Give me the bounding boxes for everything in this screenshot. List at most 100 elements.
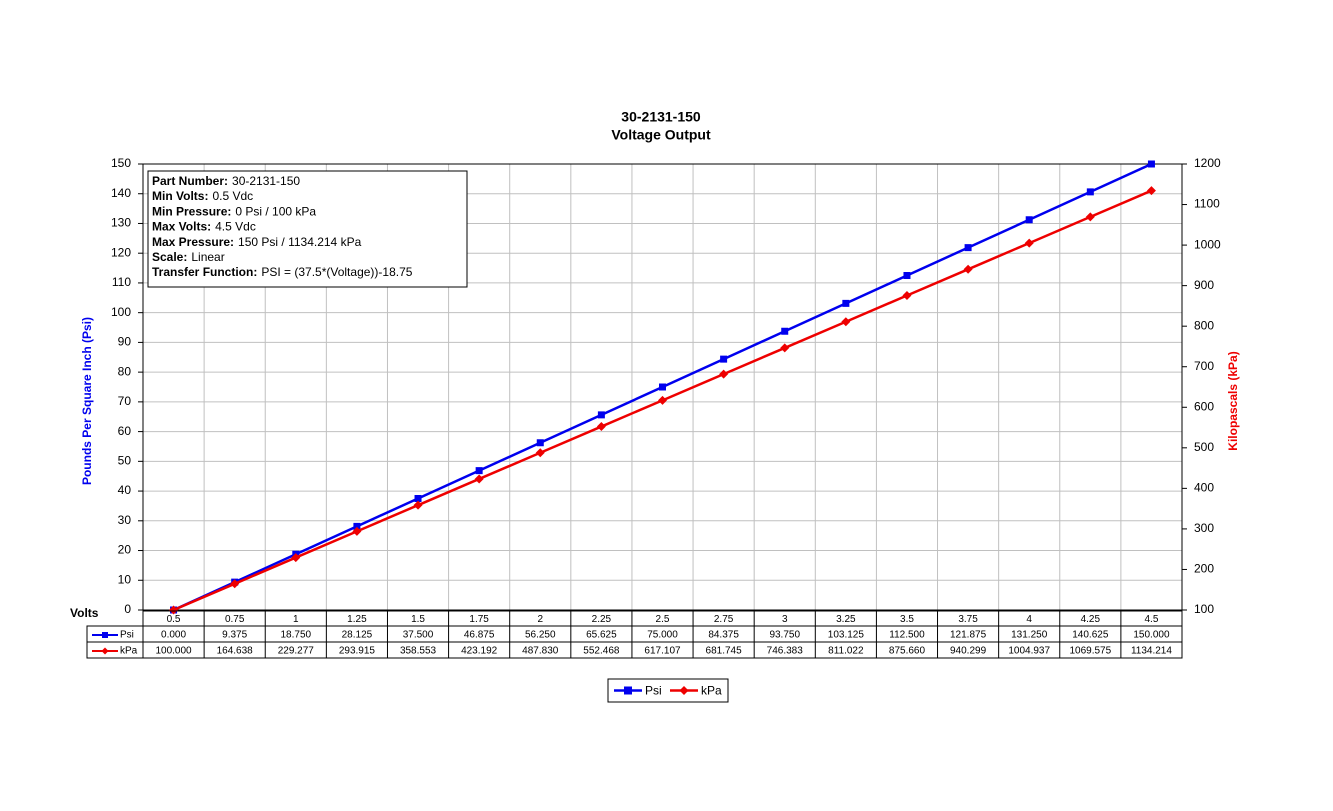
data-point (903, 272, 911, 279)
y2-tick-label: 1100 (1194, 197, 1220, 211)
data-point (963, 264, 973, 274)
x-tick-label: 3.5 (900, 614, 914, 625)
y-tick-label: 50 (118, 454, 132, 468)
y-tick-label: 110 (112, 275, 131, 289)
y2-axis-label: Kilopascals (kPa) (1226, 351, 1240, 450)
table-value: 131.250 (1011, 630, 1048, 641)
y2-tick-label: 900 (1194, 278, 1214, 292)
table-value: 112.500 (889, 630, 925, 641)
x-tick-label: 2 (537, 614, 543, 625)
data-point (169, 605, 179, 615)
table-value: 56.250 (525, 630, 556, 641)
data-point (842, 299, 850, 307)
x-tick-label: 4.5 (1144, 614, 1158, 625)
x-tick-label: 2.5 (656, 614, 670, 625)
data-point (659, 383, 666, 391)
plot-border (142, 163, 1183, 611)
data-point (902, 291, 912, 301)
chart-title: 30-2131-150 (621, 109, 701, 125)
x-axis-label: Volts (70, 606, 99, 620)
table-value: 140.625 (1072, 630, 1109, 641)
legend-marker (679, 686, 689, 695)
y-tick-label: 30 (118, 513, 132, 527)
data-point (720, 355, 728, 363)
info-value: Linear (191, 250, 224, 264)
data-point (230, 579, 240, 589)
y-tick-label: 70 (118, 394, 132, 408)
info-line: Scale: Linear (152, 250, 225, 264)
table-value: 18.750 (280, 630, 311, 641)
table-value: 46.875 (464, 630, 495, 641)
x-tick-label: 2.25 (592, 614, 612, 625)
y-tick-label: 60 (118, 424, 132, 438)
table-value: 875.660 (889, 646, 926, 657)
y2-tick-label: 300 (1194, 521, 1214, 535)
info-value: 150 Psi / 1134.214 kPa (238, 235, 362, 249)
data-point (474, 474, 484, 484)
table-value: 1134.214 (1131, 646, 1172, 657)
y2-tick-label: 400 (1194, 481, 1214, 495)
x-tick-label: 4 (1026, 614, 1032, 625)
table-value: 811.022 (828, 646, 864, 657)
data-point (352, 526, 362, 536)
key-icon (102, 632, 108, 638)
y2-tick-label: 100 (1194, 602, 1214, 616)
data-point (1085, 212, 1095, 222)
legend-label: kPa (701, 684, 722, 698)
y-tick-label: 120 (111, 245, 131, 259)
info-value: 30-2131-150 (232, 174, 300, 188)
table-value: 164.638 (217, 646, 254, 657)
data-point (719, 369, 729, 379)
info-label: Part Number: (152, 174, 228, 188)
data-point (1024, 238, 1034, 248)
y-tick-label: 100 (111, 305, 131, 319)
info-label: Max Pressure: (152, 235, 234, 249)
table-value: 487.830 (522, 646, 559, 657)
table-value: 75.000 (647, 630, 678, 641)
y2-tick-label: 200 (1194, 562, 1214, 576)
table-value: 1069.575 (1069, 646, 1111, 657)
table-value: 552.468 (583, 646, 620, 657)
y-tick-label: 130 (111, 216, 131, 230)
info-label: Max Volts: (152, 220, 211, 234)
data-point (414, 495, 422, 502)
x-tick-label: 3.25 (836, 614, 856, 625)
table-value: 84.375 (708, 630, 739, 641)
y-tick-label: 0 (124, 602, 131, 616)
table-value: 100.000 (155, 646, 192, 657)
info-value: 4.5 Vdc (215, 220, 256, 234)
y-tick-label: 80 (118, 364, 132, 378)
table-value: 940.299 (950, 646, 987, 657)
data-point (1086, 188, 1094, 196)
table-value: 103.125 (828, 630, 865, 641)
x-tick-label: 4.25 (1081, 614, 1101, 625)
table-key-marker (101, 647, 109, 655)
legend-label: Psi (645, 684, 662, 698)
y-tick-label: 140 (111, 186, 131, 200)
data-point (1025, 216, 1033, 224)
table-value: 229.277 (278, 646, 315, 657)
data-point (291, 553, 301, 563)
info-line: Max Volts: 4.5 Vdc (152, 220, 256, 234)
info-label: Transfer Function: (152, 265, 257, 279)
info-value: PSI = (37.5*(Voltage))-18.75 (261, 265, 412, 279)
table-value: 37.500 (403, 630, 434, 641)
table-value: 93.750 (769, 630, 800, 641)
data-point (1146, 186, 1156, 196)
data-point (596, 422, 606, 432)
table-series-name: kPa (120, 646, 138, 657)
table-value: 746.383 (767, 646, 804, 657)
data-point (1147, 160, 1155, 168)
x-tick-label: 0.75 (225, 614, 245, 625)
info-value: 0.5 Vdc (212, 189, 253, 203)
x-tick-label: 1.25 (347, 614, 367, 625)
y-tick-label: 150 (111, 156, 131, 170)
x-tick-label: 1.5 (411, 614, 425, 625)
x-tick-label: 2.75 (714, 614, 734, 625)
y2-tick-label: 700 (1194, 359, 1214, 373)
data-point (475, 467, 483, 475)
x-tick-label: 1 (293, 614, 299, 625)
info-line: Transfer Function: PSI = (37.5*(Voltage))… (152, 265, 413, 279)
data-point (353, 522, 361, 530)
